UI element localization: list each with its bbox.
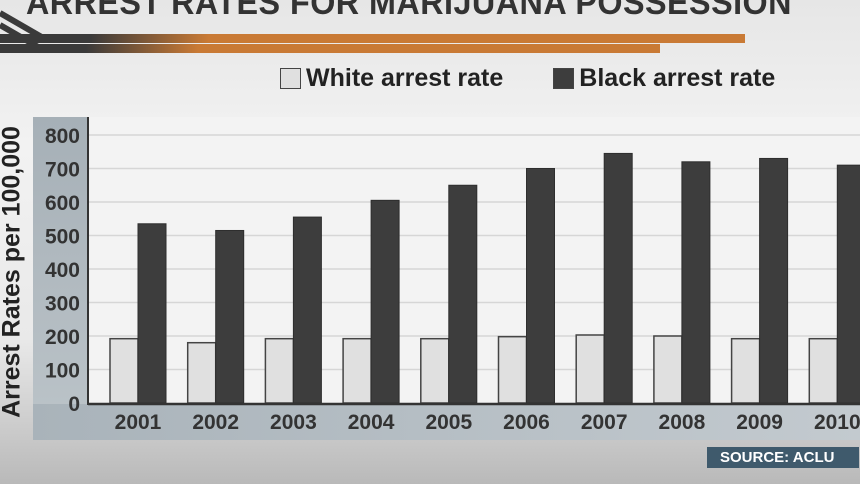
y-tick-label: 300 (45, 293, 80, 316)
y-tick-label: 500 (45, 226, 80, 249)
source-label: SOURCE: ACLU (707, 447, 859, 468)
y-tick-label: 100 (45, 360, 80, 383)
y-tick-label: 400 (45, 259, 80, 282)
y-tick-label: 0 (68, 393, 80, 416)
bar-white (730, 337, 761, 404)
legend: White arrest rate Black arrest rate (280, 64, 775, 93)
legend-swatch-black (553, 68, 575, 89)
bar-black (292, 216, 322, 404)
bar-black (681, 161, 711, 404)
x-tick-label: 2006 (503, 411, 550, 434)
x-tick-label: 2004 (348, 411, 395, 434)
bar-white (186, 341, 217, 404)
y-axis-panel (33, 117, 88, 440)
x-tick-label: 2002 (192, 411, 239, 434)
y-tick-label: 800 (45, 125, 80, 148)
bar-white (653, 335, 683, 404)
bar-black (137, 223, 167, 404)
y-tick-label: 200 (45, 326, 80, 349)
chart-title: ARREST RATES FOR MARIJUANA POSSESSION (26, 0, 792, 22)
bar-black (526, 168, 555, 404)
x-tick-label: 2005 (425, 411, 472, 434)
x-tick-label: 2009 (736, 411, 783, 434)
bar-black (836, 164, 860, 404)
bar-white (497, 335, 528, 404)
bar-black (759, 157, 789, 404)
x-tick-label: 2010 (814, 411, 860, 434)
y-tick-label: 600 (45, 192, 80, 215)
bar-white (264, 337, 295, 404)
bar-black (603, 152, 633, 404)
bar-white (420, 337, 450, 404)
legend-label-white: White arrest rate (306, 64, 504, 92)
x-tick-label: 2001 (115, 411, 162, 434)
accent-stripe (0, 44, 660, 53)
bar-black (370, 199, 400, 404)
bar-white (342, 337, 372, 404)
legend-swatch-white (280, 68, 301, 89)
bar-black (215, 229, 245, 404)
x-tick-label: 2007 (581, 411, 628, 434)
bar-white (808, 337, 839, 404)
legend-label-black: Black arrest rate (579, 64, 776, 92)
bar-black (448, 184, 478, 404)
accent-stripe (0, 34, 745, 43)
y-tick-label: 700 (45, 159, 80, 182)
x-tick-label: 2003 (270, 411, 317, 434)
x-axis-band (33, 404, 860, 440)
bar-white (575, 334, 605, 404)
x-tick-label: 2008 (659, 411, 706, 434)
bar-white (109, 337, 139, 404)
